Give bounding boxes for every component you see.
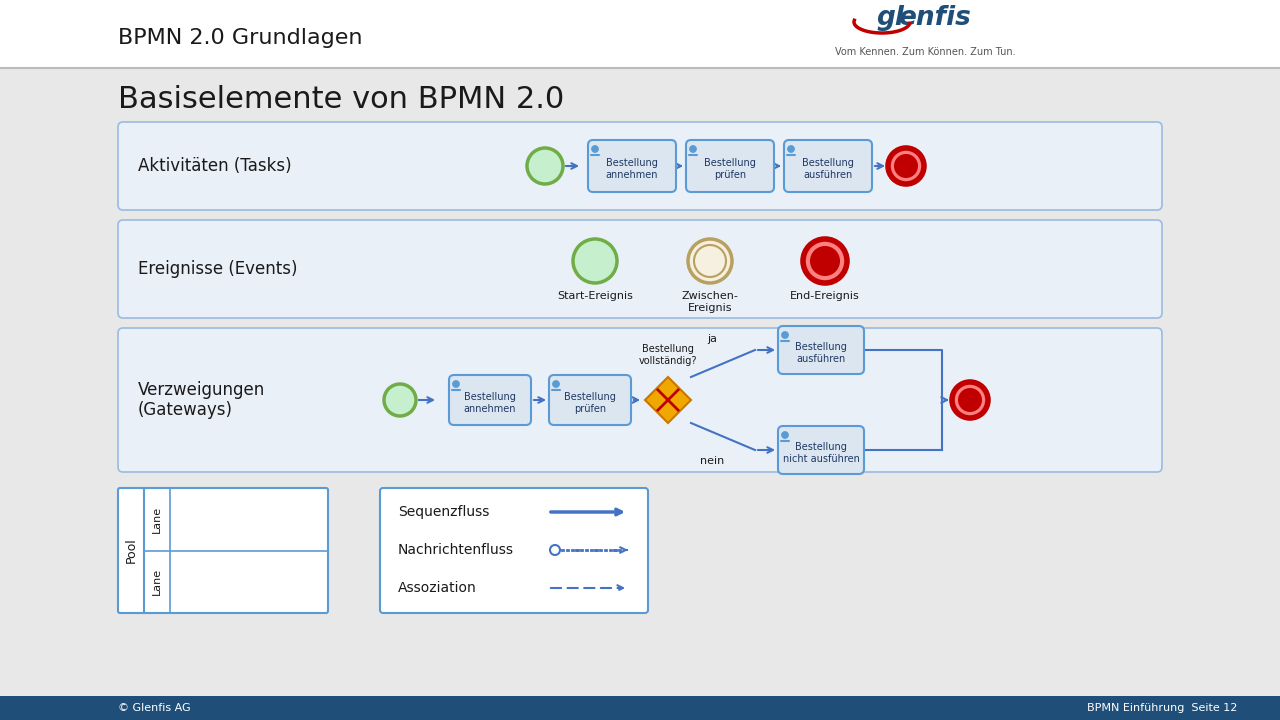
Text: Sequenzfluss: Sequenzfluss <box>398 505 489 519</box>
Circle shape <box>690 145 696 153</box>
Text: Bestellung
annehmen: Bestellung annehmen <box>605 158 658 180</box>
FancyBboxPatch shape <box>686 140 774 192</box>
FancyBboxPatch shape <box>118 220 1162 318</box>
Circle shape <box>782 431 788 438</box>
Circle shape <box>553 380 559 387</box>
Text: © Glenfis AG: © Glenfis AG <box>118 703 191 713</box>
Text: Basiselemente von BPMN 2.0: Basiselemente von BPMN 2.0 <box>118 86 564 114</box>
Circle shape <box>787 145 795 153</box>
Text: Pool: Pool <box>124 538 137 563</box>
Text: Bestellung
vollständig?: Bestellung vollständig? <box>639 344 698 366</box>
Circle shape <box>384 384 416 416</box>
Text: BPMN Einführung  Seite 12: BPMN Einführung Seite 12 <box>1087 703 1238 713</box>
Text: End-Ereignis: End-Ereignis <box>790 291 860 301</box>
Circle shape <box>591 145 599 153</box>
Text: Aktivitäten (Tasks): Aktivitäten (Tasks) <box>138 157 292 175</box>
FancyBboxPatch shape <box>778 426 864 474</box>
FancyBboxPatch shape <box>118 488 328 613</box>
Circle shape <box>803 239 847 283</box>
FancyBboxPatch shape <box>449 375 531 425</box>
Circle shape <box>952 382 988 418</box>
FancyBboxPatch shape <box>783 140 872 192</box>
FancyBboxPatch shape <box>588 140 676 192</box>
Bar <box>0 696 1280 720</box>
Text: Nachrichtenfluss: Nachrichtenfluss <box>398 543 515 557</box>
Text: Bestellung
nicht ausführen: Bestellung nicht ausführen <box>782 442 859 464</box>
Text: enfis: enfis <box>899 5 970 31</box>
Polygon shape <box>645 377 691 423</box>
Text: Verzweigungen
(Gateways): Verzweigungen (Gateways) <box>138 381 265 419</box>
Text: Zwischen-
Ereignis: Zwischen- Ereignis <box>681 291 739 312</box>
Text: Lane: Lane <box>152 568 163 595</box>
Circle shape <box>689 239 732 283</box>
Text: Ereignisse (Events): Ereignisse (Events) <box>138 260 297 278</box>
Circle shape <box>810 246 840 276</box>
Circle shape <box>893 154 918 178</box>
FancyBboxPatch shape <box>778 326 864 374</box>
Text: Bestellung
ausführen: Bestellung ausführen <box>803 158 854 180</box>
Text: ja: ja <box>707 334 717 344</box>
Bar <box>0 0 1280 68</box>
Text: nein: nein <box>700 456 724 466</box>
Text: Vom Kennen. Zum Können. Zum Tun.: Vom Kennen. Zum Können. Zum Tun. <box>835 47 1015 57</box>
FancyBboxPatch shape <box>118 328 1162 472</box>
Text: Bestellung
prüfen: Bestellung prüfen <box>564 392 616 414</box>
Text: Lane: Lane <box>152 505 163 533</box>
Circle shape <box>453 380 460 387</box>
Text: Assoziation: Assoziation <box>398 581 476 595</box>
FancyBboxPatch shape <box>549 375 631 425</box>
Circle shape <box>782 331 788 338</box>
FancyBboxPatch shape <box>380 488 648 613</box>
Text: Start-Ereignis: Start-Ereignis <box>557 291 632 301</box>
FancyBboxPatch shape <box>118 122 1162 210</box>
Text: Bestellung
annehmen: Bestellung annehmen <box>463 392 516 414</box>
Text: Bestellung
ausführen: Bestellung ausführen <box>795 342 847 364</box>
Circle shape <box>888 148 924 184</box>
Circle shape <box>957 388 982 412</box>
Text: Bestellung
prüfen: Bestellung prüfen <box>704 158 756 180</box>
Circle shape <box>573 239 617 283</box>
Text: gl: gl <box>876 5 904 31</box>
Text: BPMN 2.0 Grundlagen: BPMN 2.0 Grundlagen <box>118 28 362 48</box>
Circle shape <box>527 148 563 184</box>
Circle shape <box>550 545 561 555</box>
